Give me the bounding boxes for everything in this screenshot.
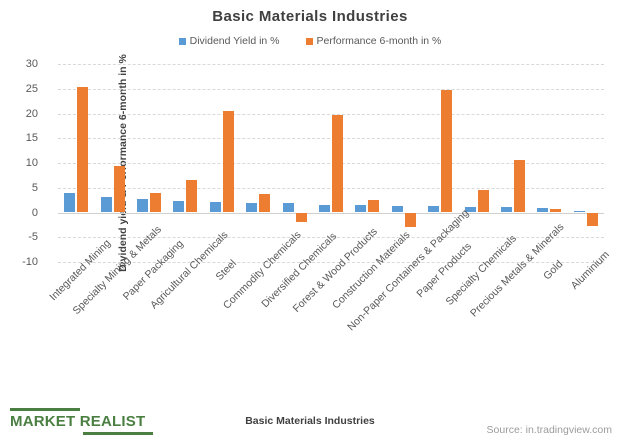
legend-swatch-icon [305, 37, 313, 45]
logo-text-part2: REALIST [79, 413, 146, 430]
bar[interactable] [391, 205, 403, 213]
gridline [58, 64, 604, 65]
gridline [58, 138, 604, 140]
bar[interactable] [514, 159, 526, 213]
bar-group [94, 64, 130, 262]
plot-area: Dividend yield & Performance 6-month in … [22, 54, 604, 272]
legend-entry[interactable]: Performance 6-month in % [305, 35, 442, 47]
x-label-cell: Non-Paper Containers & Packaging [345, 207, 471, 384]
y-tick-label: -5 [28, 231, 38, 244]
y-tick-label: 30 [25, 58, 38, 70]
bar-group [204, 64, 240, 262]
bar-group [276, 64, 312, 262]
bar-group [495, 64, 531, 262]
y-tick-label: -10 [22, 256, 38, 268]
x-label-cell: Steel [204, 258, 240, 384]
logo-rule-top [10, 408, 80, 411]
gridline [58, 212, 604, 214]
bar[interactable] [368, 199, 380, 213]
gridline [58, 187, 604, 189]
gridline [58, 163, 604, 164]
bar[interactable] [586, 212, 598, 227]
source-attribution: Source: in.tradingview.com [486, 424, 612, 436]
bar[interactable] [100, 197, 112, 213]
gridline [58, 88, 604, 90]
bar[interactable] [150, 192, 162, 213]
bar[interactable] [550, 208, 562, 213]
logo-rule-bottom [83, 431, 153, 435]
bar[interactable] [441, 90, 453, 213]
legend-label: Dividend Yield in % [189, 35, 280, 47]
y-tick-label: 0 [31, 206, 38, 219]
bar-group [167, 64, 203, 262]
bar[interactable] [319, 204, 331, 213]
legend-label: Performance 6-month in % [316, 35, 442, 47]
gridline [58, 113, 604, 115]
y-tick-label: 5 [31, 181, 38, 194]
x-label-cell: Integrated Mining [48, 237, 114, 384]
bar[interactable] [259, 193, 271, 213]
x-label-cell: Paper Packaging [121, 238, 186, 384]
x-label-cell: Specialty Mining & Metals [70, 223, 163, 384]
x-label-cell: Aluminium [568, 249, 612, 384]
x-label-cell: Diversified Chemicals [259, 230, 339, 384]
x-label-cell: Gold [531, 258, 567, 384]
bar[interactable] [77, 87, 89, 213]
bar-group [568, 64, 604, 262]
bar-group [349, 64, 385, 262]
logo-text-part1: MARKET [10, 413, 76, 430]
bar-group [58, 64, 94, 262]
bar[interactable] [404, 212, 416, 228]
bar[interactable] [477, 190, 489, 213]
x-label-cell: Precious Metals & Minerals [468, 221, 566, 384]
bars-layer [58, 64, 604, 262]
legend-entry[interactable]: Dividend Yield in % [178, 35, 280, 47]
y-tick-label: 25 [25, 82, 38, 95]
y-tick-label: 10 [25, 157, 38, 169]
chart-legend: Dividend Yield in % Performance 6-month i… [0, 35, 620, 47]
x-label-cell: Commodity Chemicals [221, 229, 304, 384]
bar[interactable] [282, 202, 294, 213]
bar[interactable] [537, 208, 549, 213]
bar[interactable] [186, 180, 198, 213]
x-label-cell: Forest & Wood Products [291, 226, 380, 384]
chart-title: Basic Materials Industries [212, 8, 408, 25]
bar[interactable] [173, 201, 185, 213]
bar[interactable] [355, 205, 367, 213]
bar-group [240, 64, 276, 262]
y-gridlines: 30 25 20 15 10 5 0 -5 -10 [22, 58, 604, 268]
bar[interactable] [501, 206, 513, 213]
x-label-cell: Specialty Chemicals [443, 233, 518, 384]
y-tick-label: 15 [25, 132, 38, 145]
bar[interactable] [332, 115, 344, 213]
bar-group [386, 64, 422, 262]
bar[interactable] [464, 206, 476, 213]
x-label-cell: Agricultural Chemicals [148, 229, 230, 384]
x-label-cell: Paper Products [415, 240, 475, 384]
bar[interactable] [573, 211, 585, 213]
bar-group [422, 64, 458, 262]
gridline [58, 262, 604, 263]
gridline [58, 237, 604, 239]
bar-group [531, 64, 567, 262]
bar[interactable] [295, 212, 307, 223]
bar-group [458, 64, 494, 262]
bar[interactable] [113, 165, 125, 213]
bar[interactable] [428, 205, 440, 213]
bar[interactable] [209, 202, 221, 213]
bar-group [131, 64, 167, 262]
legend-swatch-icon [178, 37, 186, 45]
y-tick-label: 20 [25, 107, 38, 120]
bar[interactable] [137, 198, 149, 213]
bar[interactable] [64, 193, 76, 213]
x-axis-labels: Integrated Mining Specialty Mining & Meta… [48, 207, 612, 384]
bar[interactable] [222, 110, 234, 213]
logo-text: MARKET REALIST [10, 414, 160, 430]
x-axis-title: Basic Materials Industries [245, 415, 375, 427]
market-realist-logo: MARKET REALIST [10, 408, 160, 435]
bar-group [313, 64, 349, 262]
bar[interactable] [246, 202, 258, 213]
